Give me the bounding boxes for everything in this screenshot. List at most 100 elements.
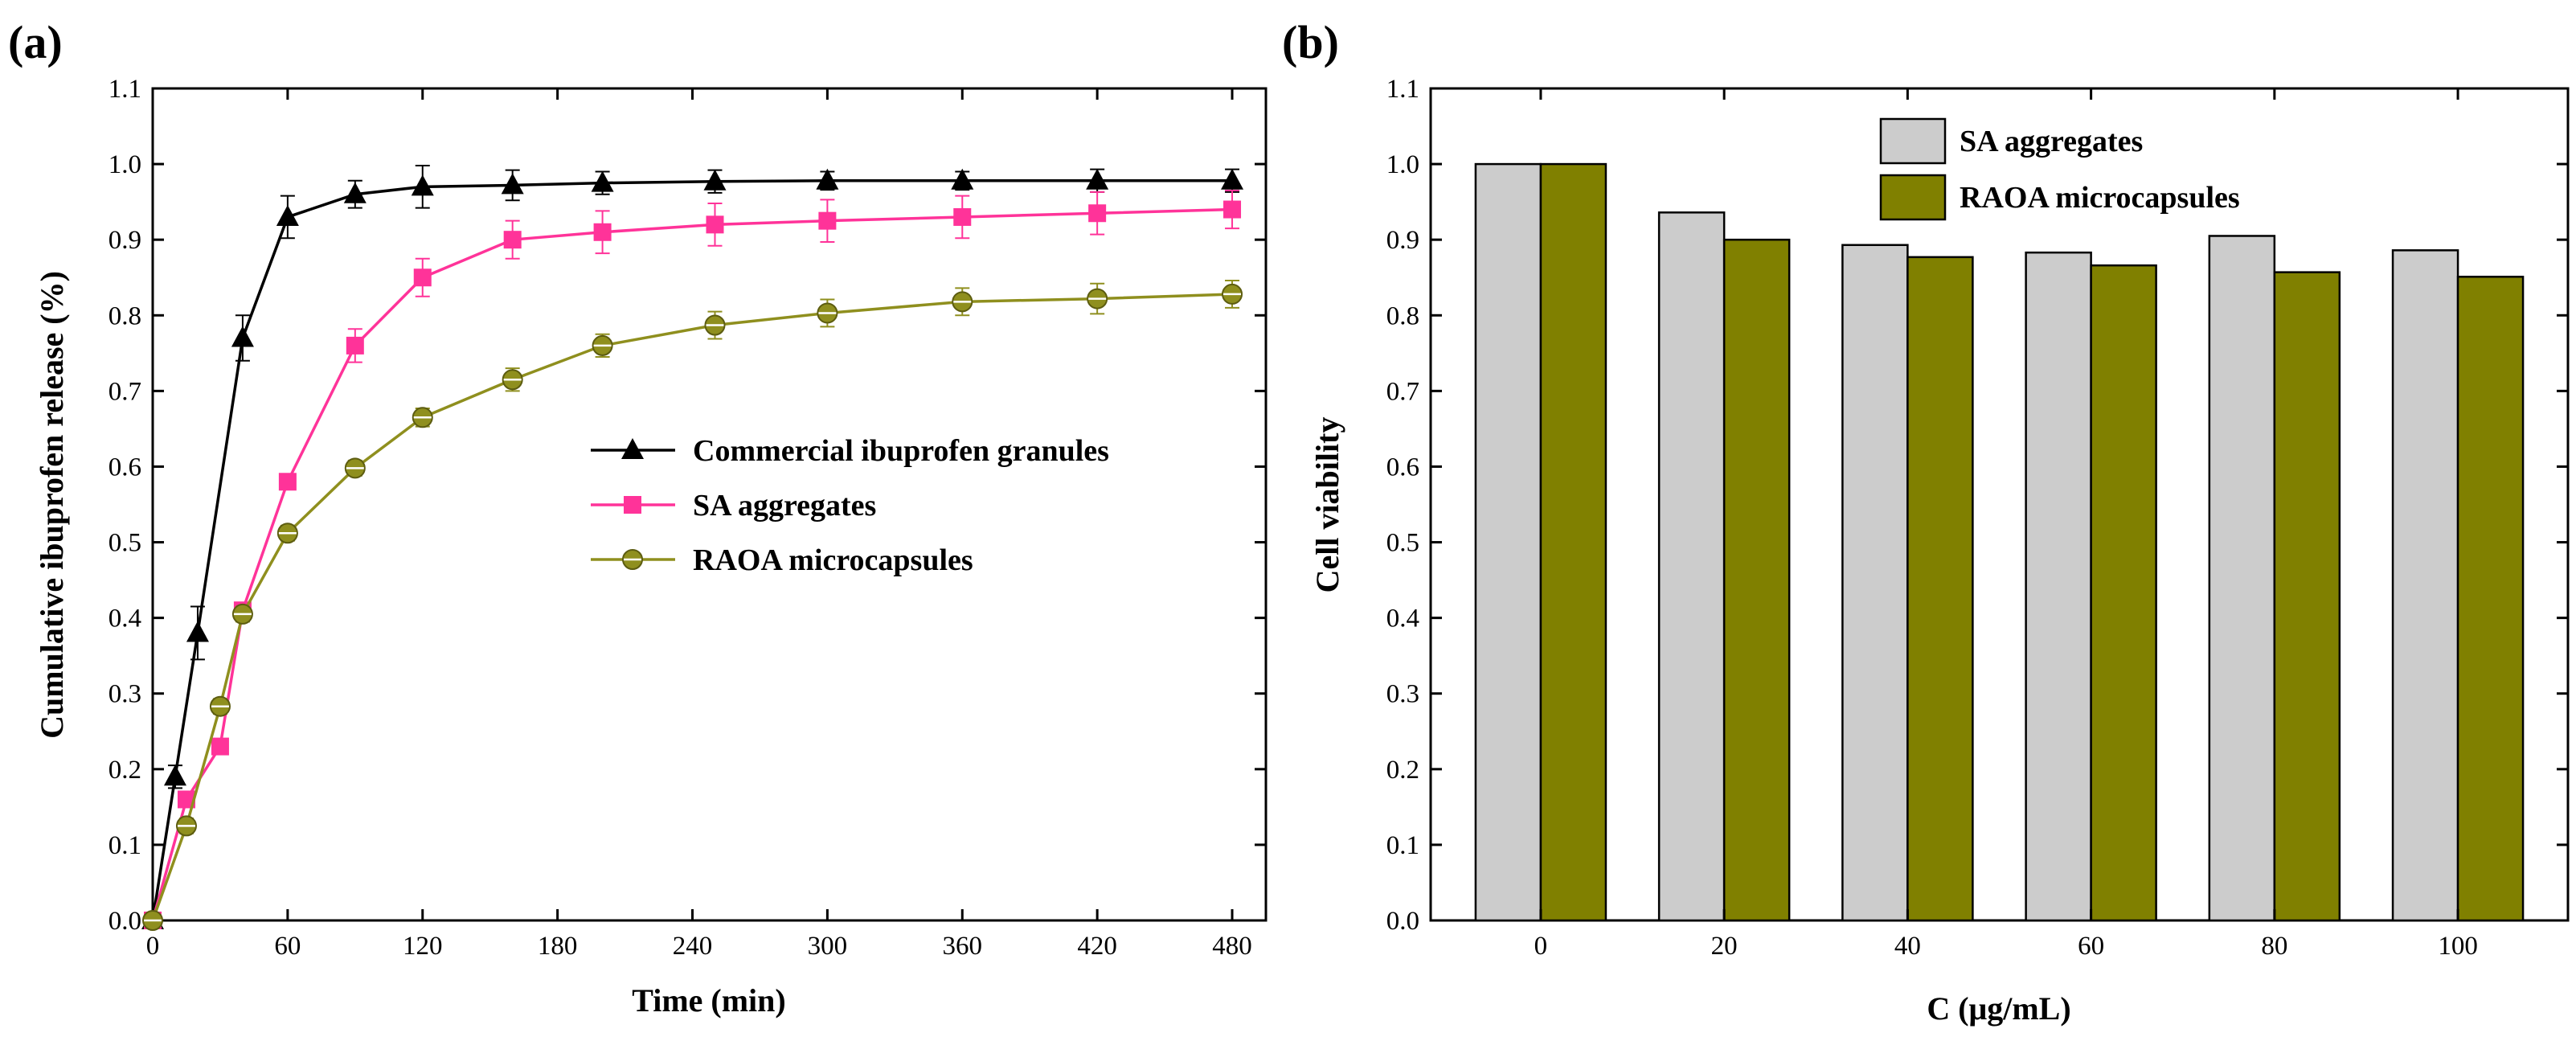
a-point-1 [1088,204,1107,223]
a-series-line-1 [151,207,1233,921]
panel-b: (b) 0.0 0.1 0.2 0.3 0.4 0.5 0.6 0.7 0.8 0.9 1.0 1.1… [1282,16,2570,1027]
b-y-tick-label: 0.8 [1386,301,1419,330]
a-point-0 [1086,168,1109,190]
a-point-1 [177,790,195,809]
a-point-1 [1223,200,1242,219]
b-y-tick-label: 0.1 [1386,831,1419,860]
a-point-1 [413,268,432,287]
a-legend-marker [624,496,641,514]
b-y-tick-label: 0.6 [1386,453,1419,482]
panel-a-ticks: 0.0 0.1 0.2 0.3 0.4 0.5 0.6 0.7 0.8 0.9 1.0 1.1 0 60 1… [109,75,1266,961]
b-y-tick-label: 0.5 [1386,529,1419,558]
a-legend-marker [621,438,644,459]
a-point-1 [593,223,612,241]
b-y-tick-label: 0.7 [1386,377,1419,406]
a-x-tick-label: 480 [1212,932,1252,961]
b-y-tick-label: 1.1 [1386,75,1419,104]
a-y-tick-label: 1.1 [109,75,141,104]
a-y-tick-label: 0.8 [109,301,141,330]
b-bar-0 [1841,244,1909,922]
b-bar-1 [2273,271,2341,922]
a-legend-label: SA aggregates [693,489,876,523]
panel-a-legend: Commercial ibuprofen granules SA aggregat… [591,434,1109,577]
b-bar-1 [1539,162,1607,922]
a-y-tick-label: 0.6 [109,453,141,482]
a-point-0 [816,168,839,190]
a-point-1 [818,211,837,230]
panel-b-y-axis-label: Cell viability [1309,417,1345,593]
panel-a-plot-frame [151,87,1268,922]
a-x-tick-label: 120 [403,932,443,961]
b-y-tick-label: 1.0 [1386,150,1419,179]
panel-a: (a) 0.0 0.1 0.2 0.3 0.4 0.5 0.6 0.7 0.8 0.9 1.0 1.1… [8,16,1268,1019]
a-point-0 [343,182,367,203]
b-bar-0 [1474,162,1542,922]
b-bar-0 [2208,235,2276,922]
a-series-line-2 [151,293,1233,921]
a-point-1 [706,215,724,234]
a-legend-label: RAOA microcapsules [693,543,973,577]
a-point-1 [346,336,364,355]
a-point-0 [231,326,254,347]
a-point-1 [278,473,297,491]
a-series-line-0 [151,179,1233,921]
a-point-0 [163,764,186,786]
a-x-tick-label: 420 [1077,932,1117,961]
b-legend-label: SA aggregates [1960,125,2143,158]
a-y-tick-label: 0.7 [109,377,141,406]
b-y-tick-label: 0.4 [1386,605,1419,633]
panel-b-plot-frame [1429,87,2570,922]
b-legend-label: RAOA microcapsules [1960,181,2240,215]
b-bar-0 [2025,251,2092,922]
a-x-tick-label: 60 [274,932,301,961]
panel-b-bars [1474,162,2525,922]
a-y-tick-label: 1.0 [109,150,141,179]
a-point-0 [501,173,524,195]
panel-b-x-axis-label: C (μg/mL) [1927,990,2070,1027]
a-x-tick-label: 0 [146,932,160,961]
a-y-tick-label: 0.1 [109,831,141,860]
a-y-tick-label: 0.5 [109,529,141,558]
a-y-tick-label: 0.2 [109,756,141,785]
panel-a-y-axis-label: Cumulative ibuprofen release (%) [34,271,70,739]
b-x-tick-label: 20 [1711,932,1738,961]
a-point-0 [951,168,974,190]
a-y-tick-label: 0.0 [109,907,141,936]
b-bar-1 [2456,276,2525,922]
b-legend-swatch [1879,117,1947,165]
a-point-0 [276,204,299,226]
a-point-1 [953,207,972,226]
b-x-tick-label: 40 [1894,932,1921,961]
a-y-tick-label: 0.9 [109,226,141,255]
a-point-0 [186,621,209,642]
b-bar-0 [1657,211,1726,922]
b-legend-swatch [1879,174,1947,221]
a-point-1 [211,737,229,756]
panel-a-label: (a) [8,16,63,68]
a-y-tick-label: 0.4 [109,605,141,633]
a-x-tick-label: 360 [943,932,983,961]
b-x-tick-label: 0 [1534,932,1548,961]
b-bar-0 [2391,249,2459,922]
panel-b-label: (b) [1282,16,1339,68]
a-x-tick-label: 180 [538,932,578,961]
b-x-tick-label: 100 [2438,932,2478,961]
b-y-tick-label: 0.3 [1386,680,1419,709]
b-x-tick-label: 60 [2078,932,2104,961]
a-point-0 [411,174,434,196]
panel-a-series [141,164,1244,931]
a-legend-label: Commercial ibuprofen granules [693,434,1109,468]
a-x-tick-label: 240 [673,932,713,961]
b-y-tick-label: 0.9 [1386,226,1419,255]
panel-b-legend: SA aggregates RAOA microcapsules [1879,117,2240,221]
a-point-0 [703,169,727,191]
b-bar-1 [2090,264,2157,922]
a-x-tick-label: 300 [808,932,848,961]
a-point-0 [1221,168,1244,190]
a-point-0 [591,170,614,192]
b-y-tick-label: 0.2 [1386,756,1419,785]
a-y-tick-label: 0.3 [109,680,141,709]
b-bar-1 [1906,256,1974,922]
b-y-tick-label: 0.0 [1386,907,1419,936]
